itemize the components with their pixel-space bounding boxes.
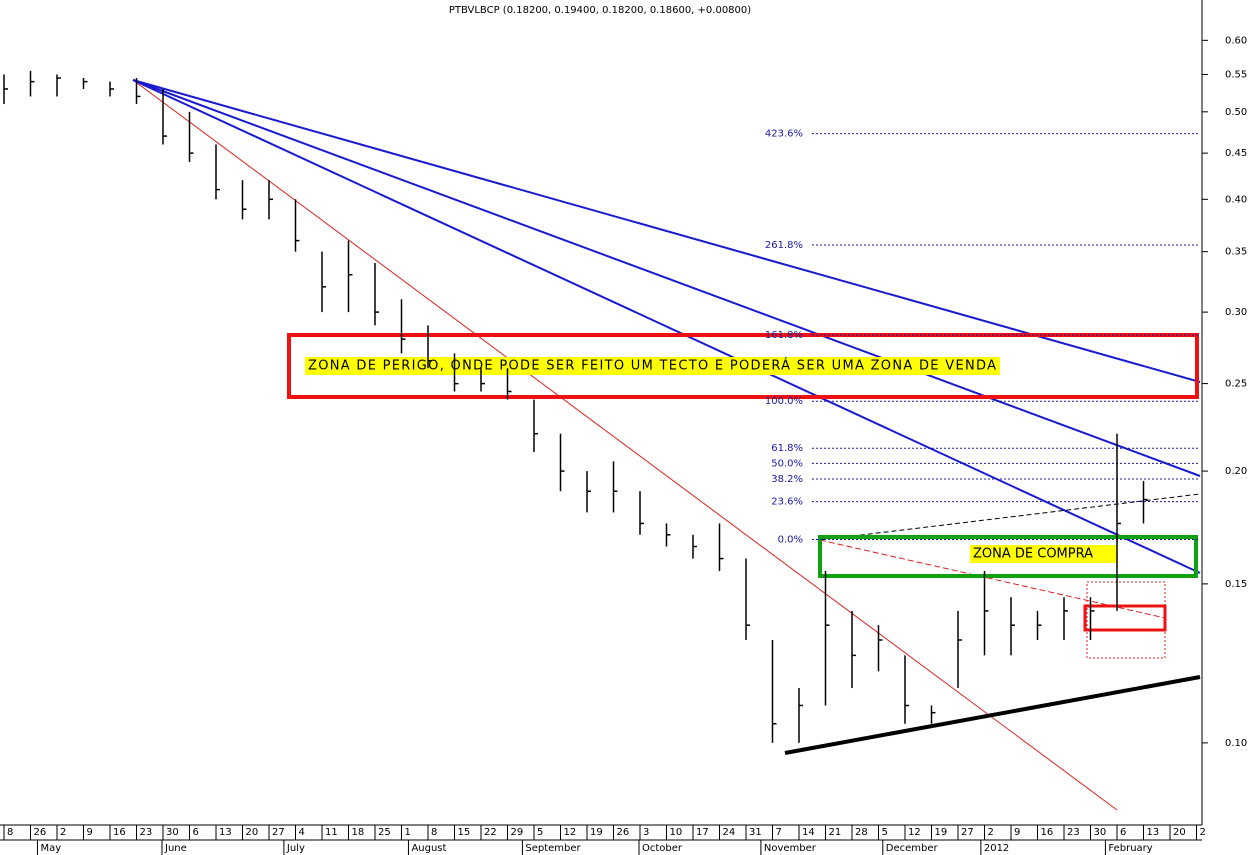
month-label: September [525, 843, 581, 854]
y-tick-label: 0.35 [1225, 247, 1247, 258]
trend-line [132, 79, 1118, 811]
chart-title: PTBVLBCP (0.18200, 0.19400, 0.18200, 0.1… [449, 5, 751, 16]
fib-label: 261.8% [765, 240, 803, 251]
x-tick-label: 26 [34, 827, 47, 838]
projection-box [1086, 581, 1166, 659]
x-tick-label: 7 [776, 827, 782, 838]
y-tick-label: 0.20 [1225, 466, 1247, 477]
x-tick-label: 13 [219, 827, 232, 838]
x-tick-label: 20 [246, 827, 259, 838]
x-tick-label: 2 [988, 827, 994, 838]
x-tick-label: 17 [696, 827, 709, 838]
x-tick-label: 12 [564, 827, 577, 838]
buy-label: ZONA DE COMPRA [973, 547, 1093, 562]
y-tick-label: 0.15 [1225, 579, 1247, 590]
x-tick-label: 2 [60, 827, 66, 838]
target-box [1083, 604, 1167, 632]
month-label: June [164, 843, 187, 854]
x-tick-label: 6 [193, 827, 199, 838]
month-label: February [1108, 843, 1152, 854]
x-tick-label: 16 [113, 827, 126, 838]
x-tick-label: 29 [511, 827, 524, 838]
x-tick-label: 25 [378, 827, 391, 838]
fan-line [132, 79, 1201, 574]
fib-label: 423.6% [765, 129, 803, 140]
y-tick-label: 0.30 [1225, 307, 1247, 318]
x-tick-label: 5 [537, 827, 543, 838]
x-tick-label: 16 [1041, 827, 1054, 838]
x-tick-label: 23 [1067, 827, 1080, 838]
y-tick-label: 0.40 [1225, 194, 1247, 205]
x-tick-label: 3 [643, 827, 649, 838]
x-tick-label: 11 [325, 827, 338, 838]
plot-area [132, 79, 1201, 811]
x-tick-label: 13 [1147, 827, 1160, 838]
fib-label: 0.0% [778, 534, 803, 545]
y-tick-label: 0.55 [1225, 69, 1247, 80]
x-tick-label: 14 [802, 827, 815, 838]
x-tick-label: 5 [882, 827, 888, 838]
x-tick-label: 20 [1173, 827, 1186, 838]
x-tick-label: 26 [617, 827, 630, 838]
danger-label: ZONA DE PERIGO, ONDE PODE SER FEITO UM T… [308, 358, 996, 374]
x-tick-label: 27 [961, 827, 974, 838]
x-tick-label: 18 [352, 827, 365, 838]
x-tick-label: 28 [855, 827, 868, 838]
support-line [784, 675, 1201, 755]
month-label: 2012 [984, 843, 1009, 854]
fib-label: 161.8% [765, 330, 803, 341]
x-tick-label: 27 [272, 827, 285, 838]
fib-label: 100.0% [765, 396, 803, 407]
x-tick-label: 30 [166, 827, 179, 838]
x-tick-label: 6 [1120, 827, 1126, 838]
y-tick-label: 0.60 [1225, 35, 1247, 46]
fan-line [132, 79, 1201, 477]
y-tick-label: 0.25 [1225, 379, 1247, 390]
fib-label: 38.2% [771, 474, 803, 485]
x-tick-label: 1 [405, 827, 411, 838]
x-tick-label: 21 [829, 827, 842, 838]
x-tick-label: 31 [749, 827, 762, 838]
x-tick-label: 2 [1200, 827, 1206, 838]
y-tick-label: 0.45 [1225, 148, 1247, 159]
x-tick-label: 22 [484, 827, 497, 838]
x-tick-label: 24 [723, 827, 736, 838]
month-label: May [40, 843, 61, 854]
x-tick-label: 8 [431, 827, 437, 838]
x-tick-label: 8 [7, 827, 13, 838]
y-tick-label: 0.10 [1225, 738, 1247, 749]
x-tick-label: 23 [140, 827, 153, 838]
dashed-line [819, 539, 1166, 619]
month-label: November [764, 843, 817, 854]
label-bg [970, 545, 1117, 563]
fib-label: 61.8% [771, 443, 803, 454]
x-tick-label: 15 [458, 827, 471, 838]
x-tick-label: 30 [1094, 827, 1107, 838]
month-label: October [642, 843, 683, 854]
x-tick-label: 19 [590, 827, 603, 838]
buy-zone [818, 535, 1198, 578]
month-label: July [286, 843, 305, 854]
fib-label: 50.0% [771, 458, 803, 469]
x-tick-label: 4 [299, 827, 305, 838]
x-tick-label: 19 [935, 827, 948, 838]
fib-label: 23.6% [771, 497, 803, 508]
x-tick-label: 9 [1014, 827, 1020, 838]
x-tick-label: 9 [87, 827, 93, 838]
danger-zone [287, 333, 1199, 399]
y-tick-label: 0.50 [1225, 107, 1247, 118]
x-tick-label: 10 [670, 827, 683, 838]
fan-line [132, 79, 1201, 383]
month-label: August [411, 843, 446, 854]
month-label: December [886, 843, 939, 854]
label-bg [305, 357, 1000, 375]
x-tick-label: 12 [908, 827, 921, 838]
